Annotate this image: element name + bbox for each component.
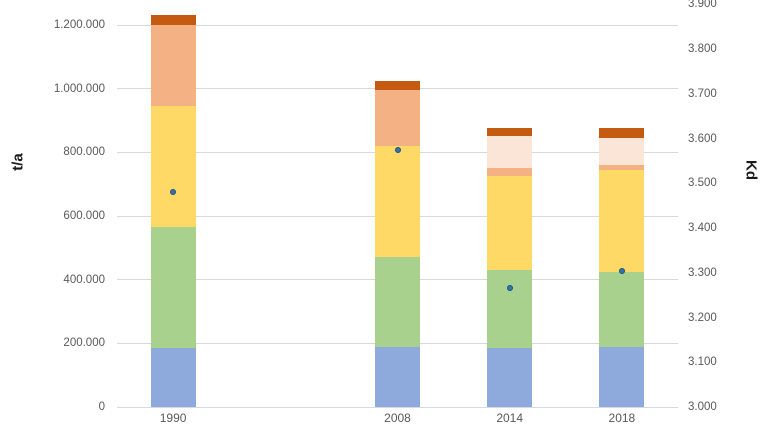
bar-2018-segment-blue bbox=[599, 346, 645, 407]
right-axis-tick-label: 3.600 bbox=[688, 132, 717, 145]
bar-2014-segment-yellow bbox=[487, 176, 533, 271]
right-axis-tick-label: 3.800 bbox=[688, 43, 717, 56]
left-axis-tick-label: 800.000 bbox=[63, 146, 105, 159]
right-axis-tick-label: 3.700 bbox=[688, 87, 717, 100]
right-axis-tick-label: 3.900 bbox=[688, 0, 717, 11]
bar-1990-segment-green bbox=[150, 227, 196, 349]
x-axis-label-1990: 1990 bbox=[159, 411, 187, 425]
gridline bbox=[117, 406, 678, 408]
bar-2018-segment-green bbox=[599, 271, 645, 347]
bar-2008-segment-yellow bbox=[375, 145, 420, 258]
x-axis-label-2008: 2008 bbox=[384, 411, 411, 425]
left-axis-title: t/a bbox=[9, 153, 27, 171]
bar-2014-segment-green bbox=[487, 270, 533, 349]
kd-dot-2014 bbox=[506, 285, 513, 292]
bar-2014-segment-dark-orange bbox=[487, 128, 533, 137]
left-axis-tick-label: 1.200.000 bbox=[53, 19, 105, 31]
right-axis-tick-label: 3.200 bbox=[688, 311, 717, 324]
kd-dot-2008 bbox=[394, 146, 401, 153]
right-axis-tick-label: 3.000 bbox=[688, 401, 717, 413]
x-axis-label-2014: 2014 bbox=[496, 411, 524, 425]
bar-2008-segment-salmon bbox=[375, 90, 420, 146]
bar-2008-segment-green bbox=[375, 257, 420, 347]
right-axis-tick-label: 3.400 bbox=[688, 222, 717, 235]
bar-2014-segment-salmon bbox=[487, 168, 533, 177]
left-axis-tick-label: 400.000 bbox=[63, 273, 105, 286]
bar-2008-segment-dark-orange bbox=[375, 80, 420, 91]
right-axis-tick-label: 3.100 bbox=[688, 356, 717, 369]
left-axis-tick-label: 0 bbox=[98, 401, 105, 413]
right-axis-title: Kd bbox=[742, 160, 760, 180]
bar-2018-segment-cream bbox=[599, 138, 645, 166]
bar-1990-segment-blue bbox=[150, 348, 196, 407]
kd-dot-2018 bbox=[618, 267, 625, 274]
bar-2014-segment-blue bbox=[487, 348, 533, 407]
x-axis-label-2018: 2018 bbox=[608, 411, 636, 425]
left-axis-tick-label: 1.000.000 bbox=[53, 82, 105, 95]
bar-2018-segment-yellow bbox=[599, 169, 645, 272]
bar-2008-segment-blue bbox=[375, 346, 420, 407]
bar-1990-segment-salmon bbox=[150, 25, 196, 107]
left-axis-tick-label: 200.000 bbox=[63, 337, 105, 350]
kd-dot-1990 bbox=[170, 189, 177, 196]
right-axis-tick-label: 3.500 bbox=[688, 177, 717, 190]
gridline bbox=[117, 24, 678, 26]
bar-2018-segment-dark-orange bbox=[599, 128, 645, 138]
bar-2014-segment-cream bbox=[487, 136, 533, 169]
right-axis-tick-label: 3.300 bbox=[688, 266, 717, 279]
bar-1990-segment-dark-orange bbox=[150, 15, 196, 25]
bar-2018-segment-salmon bbox=[599, 165, 645, 170]
left-axis-tick-label: 600.000 bbox=[63, 210, 105, 222]
bar-1990-segment-yellow bbox=[150, 106, 196, 228]
